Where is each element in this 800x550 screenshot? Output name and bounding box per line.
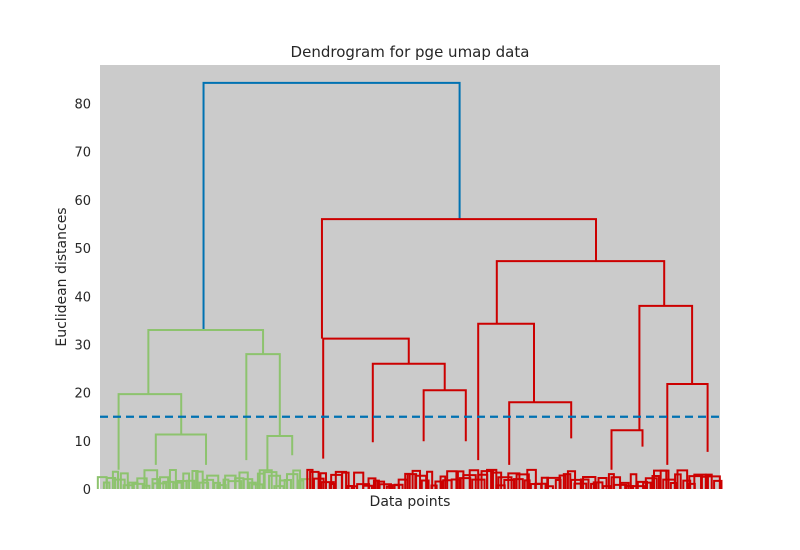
- leaf-link: [597, 476, 608, 489]
- merge-link: [477, 322, 535, 461]
- leaf-link: [168, 468, 177, 489]
- leaf-link: [426, 470, 434, 489]
- chart-title: Dendrogram for pge umap data: [291, 43, 530, 61]
- leaf-link: [651, 475, 660, 489]
- y-tick-label: 10: [74, 435, 91, 450]
- y-tick-label: 50: [74, 242, 91, 257]
- leaf-link: [142, 484, 151, 489]
- y-axis: 0 10 20 30 40 50 60 70 80: [74, 98, 91, 498]
- leaf-link: [250, 483, 264, 489]
- leaf-link: [159, 476, 170, 489]
- leaf-link: [376, 480, 386, 489]
- leaf-link: [644, 477, 658, 489]
- y-tick-label: 40: [74, 290, 91, 305]
- leaf-link: [486, 468, 498, 489]
- merge-link: [666, 382, 709, 465]
- leaf-link: [420, 479, 430, 489]
- leaf-link: [490, 471, 503, 489]
- leaf-link: [526, 468, 537, 489]
- leaf-link: [191, 469, 199, 489]
- y-tick-label: 80: [74, 98, 91, 113]
- leaf-link: [353, 471, 365, 489]
- leaf-link: [306, 468, 314, 489]
- leaf-link: [367, 477, 377, 489]
- leaf-link: [713, 479, 723, 489]
- leaf-link: [700, 475, 709, 489]
- leaf-link: [642, 481, 652, 489]
- y-axis-label: Euclidean distances: [54, 207, 70, 346]
- leaf-link: [258, 469, 273, 489]
- leaf-link: [334, 470, 348, 489]
- leaf-link: [248, 481, 257, 489]
- leaf-link: [607, 473, 615, 489]
- leaf-link: [319, 472, 327, 489]
- dendrogram-links: [96, 81, 723, 489]
- merge-link: [508, 401, 573, 465]
- y-tick-label: 30: [74, 338, 91, 353]
- leaf-link: [705, 475, 721, 489]
- merge-link: [245, 353, 281, 461]
- merge-link: [320, 218, 597, 339]
- merge-link: [202, 81, 461, 330]
- leaf-link: [341, 471, 350, 489]
- merge-link: [371, 362, 446, 443]
- leaf-link: [262, 471, 278, 489]
- leaf-link: [411, 469, 422, 489]
- y-tick-label: 20: [74, 387, 91, 402]
- leaf-link: [580, 478, 590, 489]
- leaf-link: [439, 475, 447, 489]
- leaf-link: [238, 471, 249, 489]
- leaf-link: [136, 477, 148, 489]
- merge-link: [638, 304, 694, 431]
- leaf-link: [285, 473, 299, 489]
- merge-link: [266, 435, 294, 470]
- leaf-link: [119, 472, 129, 489]
- merge-link: [147, 329, 265, 395]
- merge-link: [495, 260, 666, 324]
- leaf-link: [312, 477, 325, 489]
- leaf-link: [544, 485, 554, 489]
- x-axis-label: Data points: [370, 494, 451, 510]
- leaf-link: [507, 472, 521, 489]
- merge-link: [610, 429, 644, 470]
- leaf-link: [202, 478, 215, 489]
- leaf-link: [185, 479, 196, 489]
- leaf-link: [497, 476, 513, 489]
- merge-link: [154, 433, 208, 465]
- y-tick-label: 0: [83, 483, 91, 498]
- leaf-link: [512, 478, 524, 489]
- y-tick-label: 60: [74, 194, 91, 209]
- leaf-link: [624, 485, 635, 489]
- leaf-link: [558, 474, 567, 489]
- leaf-link: [309, 470, 320, 489]
- leaf-link: [629, 473, 638, 489]
- merge-link: [322, 337, 410, 459]
- leaf-link: [430, 484, 438, 489]
- plot-area: [100, 65, 720, 489]
- merge-link: [117, 393, 183, 470]
- leaf-link: [345, 484, 354, 489]
- y-tick-label: 70: [74, 146, 91, 161]
